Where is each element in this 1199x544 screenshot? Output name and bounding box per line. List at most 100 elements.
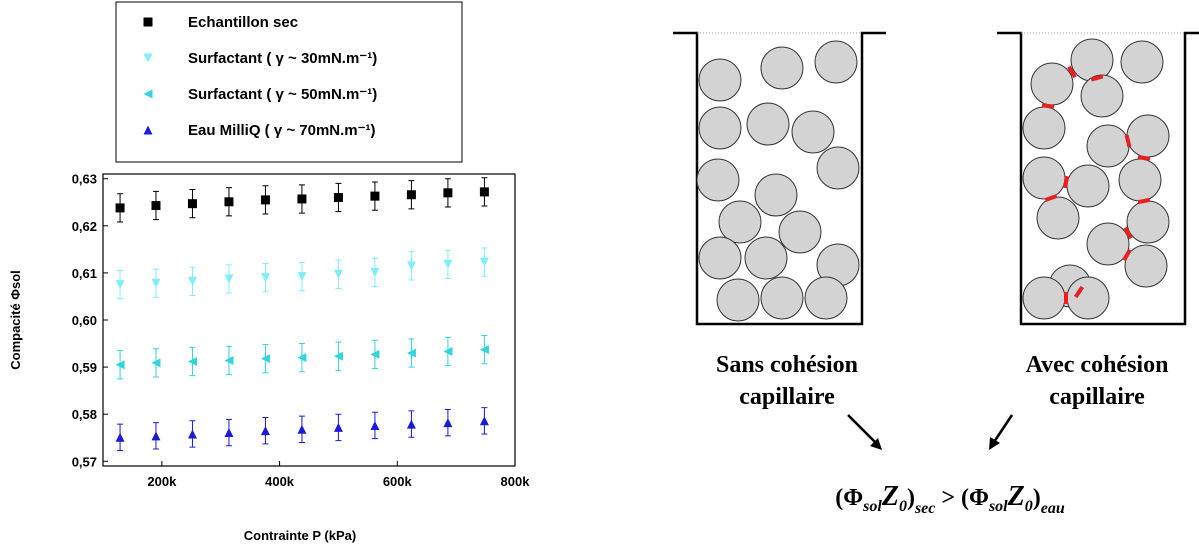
- diagram: Sans cohésion capillaire Avec cohésion c…: [673, 31, 1199, 517]
- formula-part: (Φ: [835, 485, 863, 511]
- point: [333, 269, 343, 279]
- legend-marker: [143, 53, 153, 63]
- legend-marker: [143, 89, 153, 99]
- liquid-bridge: [1124, 134, 1132, 148]
- formula-sub: eau: [1041, 500, 1065, 517]
- point: [224, 197, 234, 207]
- y-axis-label: Compacité Φsol: [8, 270, 23, 370]
- liquid-bridge: [1137, 154, 1151, 162]
- x-tick-label: 200k: [147, 474, 177, 489]
- point: [187, 199, 197, 209]
- grain: [1118, 158, 1162, 202]
- grain: [816, 146, 860, 190]
- point: [479, 187, 489, 197]
- grain: [1066, 164, 1110, 208]
- legend-label: Surfactant ( γ ~ 30mN.m⁻¹): [188, 50, 377, 67]
- grain: [791, 110, 835, 154]
- point: [443, 188, 453, 198]
- point: [297, 353, 307, 363]
- point: [115, 432, 125, 442]
- point: [260, 354, 270, 364]
- grain: [1030, 62, 1074, 106]
- grain: [1126, 200, 1170, 244]
- point: [115, 280, 125, 290]
- legend-marker: [143, 125, 153, 135]
- liquid-bridge: [1137, 197, 1151, 205]
- grain: [760, 46, 804, 90]
- formula-part: ): [907, 485, 915, 511]
- point: [479, 257, 489, 267]
- grain: [1070, 38, 1114, 82]
- point: [443, 347, 453, 357]
- point: [187, 276, 197, 286]
- y-tick-label: 0,58: [72, 407, 97, 422]
- point: [297, 194, 307, 204]
- grain: [744, 236, 788, 280]
- point: [406, 190, 416, 200]
- grain: [1066, 276, 1110, 320]
- container-left: [673, 31, 886, 326]
- grain: [1124, 244, 1168, 288]
- point: [151, 201, 161, 211]
- arrow-head: [870, 438, 882, 450]
- left-label: capillaire: [739, 384, 835, 410]
- grain: [698, 236, 742, 280]
- arrow: [990, 414, 1014, 446]
- formula-part: ): [1033, 485, 1041, 511]
- container-right: [997, 31, 1199, 326]
- legend-box: [115, 1, 463, 163]
- grain: [718, 200, 762, 244]
- point: [406, 419, 416, 429]
- grain: [716, 278, 760, 322]
- point: [333, 193, 343, 203]
- formula-sub: 0: [899, 498, 907, 515]
- x-tick-label: 400k: [265, 474, 295, 489]
- formula-sub: sol: [862, 498, 882, 515]
- point: [297, 272, 307, 282]
- point: [115, 360, 125, 370]
- liquid-bridge: [1090, 74, 1104, 82]
- grain: [698, 106, 742, 150]
- point: [406, 261, 416, 271]
- liquid-bridge: [1122, 248, 1132, 262]
- point: [187, 356, 197, 366]
- grain: [698, 58, 742, 102]
- point: [370, 349, 380, 359]
- y-tick-label: 0,59: [72, 360, 97, 375]
- point: [224, 356, 234, 366]
- grain: [1086, 124, 1130, 168]
- point: [443, 259, 453, 269]
- formula-sub: 0: [1025, 498, 1033, 515]
- arrow-head: [989, 437, 1000, 450]
- grain: [696, 158, 740, 202]
- point: [151, 431, 161, 441]
- grain: [1086, 222, 1130, 266]
- point: [479, 416, 489, 426]
- grain: [1022, 106, 1066, 150]
- grain: [760, 276, 804, 320]
- liquid-bridge: [1062, 175, 1070, 189]
- grain: [1120, 40, 1164, 84]
- x-axis-label: Contrainte P (kPa): [244, 528, 356, 543]
- formula-sub: sec: [914, 500, 935, 517]
- point: [406, 348, 416, 358]
- y-tick-label: 0,57: [72, 454, 97, 469]
- grain: [746, 102, 790, 146]
- x-tick-label: 600k: [383, 474, 413, 489]
- x-tick-label: 800k: [501, 474, 531, 489]
- point: [333, 422, 343, 432]
- y-tick-label: 0,61: [72, 266, 97, 281]
- liquid-bridge: [1067, 65, 1077, 79]
- liquid-bridge: [1074, 285, 1084, 299]
- right-label: capillaire: [1049, 384, 1145, 410]
- point: [370, 267, 380, 277]
- point: [479, 345, 489, 355]
- point: [187, 429, 197, 439]
- grain: [754, 173, 798, 217]
- formula-part: Z: [1007, 481, 1025, 512]
- right-label: Avec cohésion: [1026, 352, 1169, 378]
- point: [443, 418, 453, 428]
- formula-part: > (Φ: [935, 485, 989, 511]
- point: [370, 191, 380, 201]
